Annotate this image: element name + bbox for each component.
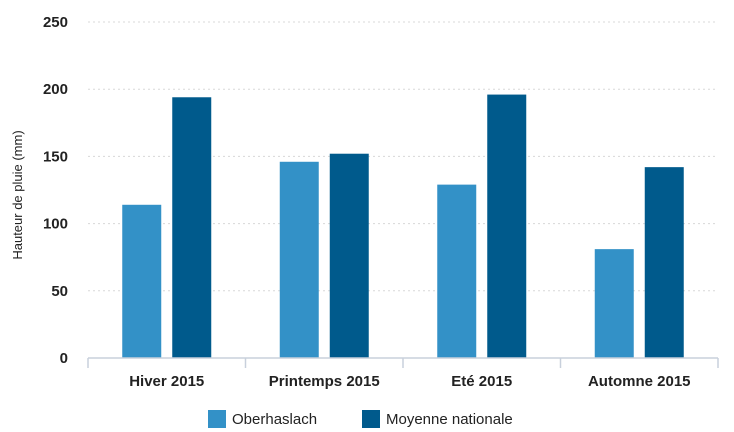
y-axis-ticks: 0 50 100 150 200 250 <box>43 14 68 367</box>
bar-moyenne-nationale-2 <box>487 94 527 359</box>
legend: Oberhaslach Moyenne nationale <box>208 410 513 428</box>
y-tick-label: 0 <box>60 350 68 367</box>
legend-swatch-moyenne-nationale <box>362 410 380 428</box>
bar-oberhaslach-2 <box>437 184 477 358</box>
bar-oberhaslach-1 <box>279 161 319 358</box>
x-category-label: Hiver 2015 <box>129 373 204 390</box>
x-axis-categories: Hiver 2015 Printemps 2015 Eté 2015 Automne … <box>129 373 690 390</box>
bar-oberhaslach-3 <box>594 249 634 358</box>
x-category-label: Printemps 2015 <box>269 373 380 390</box>
y-tick-label: 200 <box>43 81 68 98</box>
y-tick-label: 150 <box>43 148 68 165</box>
legend-label-moyenne-nationale: Moyenne nationale <box>386 411 513 428</box>
y-axis-title: Hauteur de pluie (mm) <box>10 130 25 259</box>
y-tick-label: 100 <box>43 216 68 233</box>
bars <box>122 94 684 359</box>
x-axis <box>87 357 719 368</box>
bar-moyenne-nationale-3 <box>644 167 684 358</box>
bar-moyenne-nationale-1 <box>329 153 369 358</box>
legend-label-oberhaslach: Oberhaslach <box>232 411 317 428</box>
y-tick-label: 50 <box>51 283 68 300</box>
x-category-label: Automne 2015 <box>588 373 691 390</box>
bar-oberhaslach-0 <box>122 204 162 358</box>
y-tick-label: 250 <box>43 14 68 31</box>
x-category-label: Eté 2015 <box>451 373 512 390</box>
bar-moyenne-nationale-0 <box>172 97 212 358</box>
legend-swatch-oberhaslach <box>208 410 226 428</box>
